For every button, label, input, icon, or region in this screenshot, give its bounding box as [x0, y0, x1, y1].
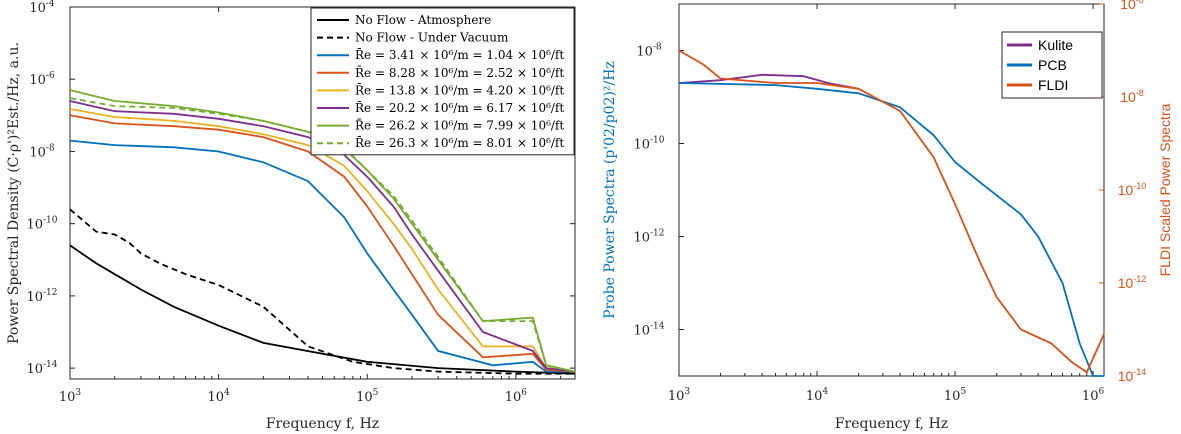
left-series-line-2	[69, 139, 575, 373]
left-y-tick-label: 10-14	[26, 360, 57, 377]
left-y-axis-label: Power Spectral Density (C·ρ')²Est./Hz, a…	[6, 42, 22, 344]
right-series-line-0	[678, 73, 859, 90]
left-x-tick-label: 104	[207, 388, 230, 405]
left-y-tick-label: 10-8	[29, 143, 55, 160]
right-y-tick-label: 10-10	[633, 136, 664, 153]
left-x-axis-label: Frequency f, Hz	[266, 416, 379, 432]
right-x-tick-label: 106	[1082, 387, 1105, 404]
right-series-line-2	[678, 49, 1105, 374]
right-x-tick-label: 103	[668, 387, 691, 404]
right-x-tick-label: 104	[806, 387, 829, 404]
left-series-line-5	[69, 100, 576, 373]
left-chart: 103 104 105 106 10-14 10-12 10-10 10-8 10-6 10-4 F…	[6, 0, 576, 432]
right-y-tick-label: 10-12	[633, 229, 664, 246]
left-legend-label-1: No Flow - Under Vacuum	[355, 31, 509, 45]
left-legend-label-6: R̄e = 26.2 × 10⁶/m = 7.99 × 10⁶/ft	[355, 117, 564, 132]
right-y-tick-label: 10-8	[636, 43, 662, 60]
left-legend-box	[310, 7, 575, 156]
right-chart: 103 104 105 106 10-14 10-12 10-10 10-8 10-14 10-1…	[602, 0, 1173, 432]
right-y2-tick-label: 10-12	[1118, 274, 1147, 291]
right-x-axis-label: Frequency f, Hz	[835, 416, 948, 432]
right-y2-tick-label: 10-14	[1118, 367, 1147, 384]
left-legend: No Flow - Atmosphere No Flow - Under Vacu…	[310, 7, 575, 156]
left-series-line-0	[69, 244, 576, 375]
left-y-tick-label: 10-6	[29, 71, 55, 88]
left-legend-label-3: R̄e = 8.28 × 10⁶/m = 2.52 × 10⁶/ft	[355, 65, 564, 80]
right-legend-label-1: PCB	[1038, 57, 1067, 73]
right-x-tick-label: 105	[944, 387, 967, 404]
right-legend-label-2: FLDI	[1038, 77, 1068, 93]
left-y-tick-label: 10-10	[26, 216, 57, 233]
right-y2-tick-label: 10-6	[1120, 0, 1144, 12]
left-legend-label-2: R̄e = 3.41 × 10⁶/m = 1.04 × 10⁶/ft	[355, 47, 564, 62]
right-y2-axis-label: FLDI Scaled Power Spectra	[1157, 103, 1173, 276]
right-y2-tick-label: 10-10	[1118, 181, 1147, 198]
left-series-line-7	[69, 97, 576, 373]
left-legend-label-0: No Flow - Atmosphere	[355, 13, 491, 27]
right-series-line-1	[678, 82, 1104, 377]
left-legend-label-5: R̄e = 20.2 × 10⁶/m = 6.17 × 10⁶/ft	[355, 100, 564, 115]
right-legend-label-0: Kulite	[1038, 37, 1073, 53]
left-x-tick-label: 105	[356, 388, 379, 405]
left-series-line-4	[69, 108, 576, 373]
left-y-tick-label: 10-12	[26, 288, 57, 305]
left-legend-label-4: R̄e = 13.8 × 10⁶/m = 4.20 × 10⁶/ft	[355, 82, 564, 97]
left-series-line-3	[69, 114, 576, 373]
right-legend: Kulite PCB FLDI	[1001, 31, 1103, 99]
right-y-tick-label: 10-14	[633, 322, 664, 339]
left-x-tick-label: 103	[59, 388, 82, 405]
left-y-tick-label: 10-4	[29, 0, 55, 16]
right-y-axis-label: Probe Power Spectra (p'02/p02)²/Hz	[602, 61, 618, 319]
left-legend-label-7: R̄e = 26.3 × 10⁶/m = 8.01 × 10⁶/ft	[355, 135, 564, 150]
right-y2-tick-label: 10-8	[1120, 88, 1144, 105]
left-x-tick-label: 106	[505, 388, 528, 405]
